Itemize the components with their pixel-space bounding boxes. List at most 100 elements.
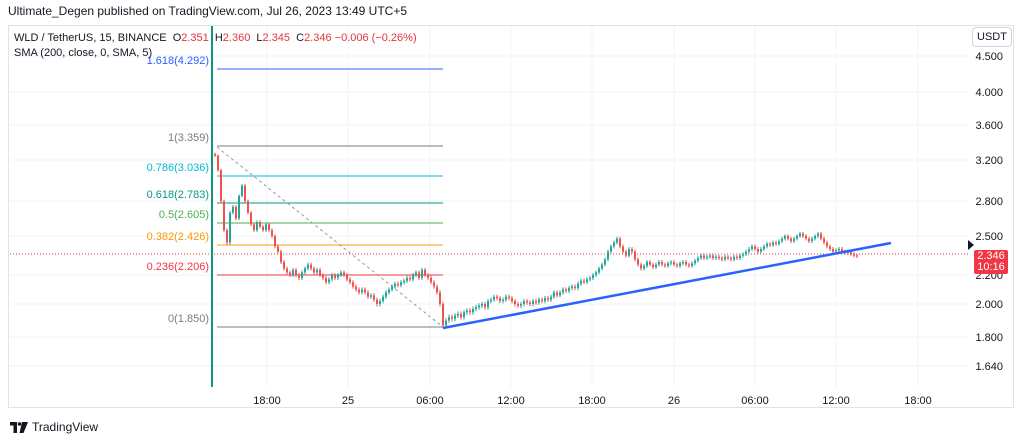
candle-body: [217, 155, 219, 171]
candle-body: [403, 280, 405, 283]
candle-body: [673, 262, 675, 265]
x-axis-tick: 25: [342, 395, 354, 407]
candle-body: [586, 279, 588, 283]
candle-body: [589, 277, 591, 280]
candle-body: [598, 268, 600, 273]
candle-body: [352, 282, 354, 287]
candle-body: [385, 292, 387, 297]
x-axis-tick: 18:00: [253, 395, 281, 407]
candle-body: [256, 222, 258, 231]
candle-body: [772, 242, 774, 246]
candle-body: [220, 170, 222, 201]
x-axis-tick: 18:00: [578, 395, 606, 407]
candle-body: [280, 251, 282, 262]
candle-body: [556, 292, 558, 296]
candle-body: [796, 236, 798, 239]
candle-body: [700, 255, 702, 259]
candle-body: [409, 277, 411, 280]
fib-level-label: 0.236(2.206): [147, 261, 209, 273]
candle-body: [841, 249, 843, 252]
candle-body: [391, 286, 393, 290]
fib-trend-dashed-line: [216, 146, 444, 328]
candle-body: [703, 255, 705, 259]
candle-body: [265, 224, 267, 231]
candle-body: [757, 249, 759, 252]
candle-body: [247, 201, 249, 213]
candle-body: [439, 292, 441, 304]
candle-body: [499, 298, 501, 302]
y-axis-tick: 2.500: [975, 231, 1003, 243]
candle-body: [550, 296, 552, 300]
candle-body: [778, 241, 780, 244]
candle-body: [718, 256, 720, 259]
candle-body: [268, 224, 270, 231]
candle-body: [388, 289, 390, 293]
candle-body: [508, 296, 510, 299]
candle-body: [739, 255, 741, 259]
candle-body: [610, 246, 612, 252]
candle-body: [436, 286, 438, 293]
candle-body: [496, 296, 498, 299]
candle-body: [751, 246, 753, 249]
candle-body: [364, 289, 366, 293]
candle-body: [670, 262, 672, 264]
candle-body: [619, 238, 621, 247]
candle-body: [655, 264, 657, 268]
footer: TradingView: [10, 420, 98, 434]
candle-body: [580, 280, 582, 284]
candle-body: [493, 296, 495, 300]
candle-body: [226, 230, 228, 243]
y-axis-tick: 4.000: [975, 87, 1003, 99]
candle-body: [490, 299, 492, 302]
publisher-header: Ultimate_Degen published on TradingView.…: [8, 4, 408, 18]
candle-body: [811, 238, 813, 242]
fib-level-label: 1(3.359): [168, 132, 209, 144]
candle-body: [448, 317, 450, 321]
candle-body: [355, 286, 357, 290]
candle-body: [805, 236, 807, 239]
candle-body: [688, 264, 690, 266]
candle-body: [310, 264, 312, 269]
chart-pane-border: [8, 25, 1014, 408]
low-label: L: [256, 32, 263, 44]
currency-button[interactable]: USDT: [972, 27, 1012, 47]
sma-indicator-label[interactable]: SMA (200, close, 0, SMA, 5): [14, 47, 153, 59]
candle-body: [799, 233, 801, 236]
candle-body: [727, 256, 729, 259]
candle-body: [568, 288, 570, 291]
x-axis-tick: 12:00: [822, 395, 850, 407]
candle-body: [487, 301, 489, 308]
symbol-label[interactable]: WLD / TetherUS, 15, BINANCE: [14, 32, 167, 44]
candle-body: [337, 275, 339, 278]
candle-body: [595, 272, 597, 275]
y-axis-tick: 3.200: [975, 155, 1003, 167]
ascending-trendline[interactable]: [442, 241, 892, 330]
candle-body: [376, 299, 378, 304]
x-axis-tick: 18:00: [904, 395, 932, 407]
candle-body: [475, 307, 477, 309]
x-axis-tick: 26: [668, 395, 680, 407]
candle-body: [289, 272, 291, 275]
candle-body: [766, 243, 768, 247]
candle-body: [328, 279, 330, 283]
candle-body: [472, 308, 474, 313]
candle-body: [694, 260, 696, 264]
candle-body: [748, 249, 750, 252]
candle-body: [622, 246, 624, 252]
candle-body: [808, 238, 810, 242]
candle-body: [661, 262, 663, 265]
candle-body: [271, 230, 273, 236]
candle-body: [535, 301, 537, 303]
candle-body: [457, 313, 459, 316]
open-label: O: [172, 32, 182, 44]
candle-body: [367, 292, 369, 297]
x-axis-tick: 06:00: [741, 395, 769, 407]
candle-body: [577, 283, 579, 289]
candle-body: [712, 255, 714, 259]
candle-body: [754, 246, 756, 249]
candle-body: [406, 277, 408, 281]
candle-body: [274, 236, 276, 247]
candle-body: [769, 243, 771, 246]
candle-body: [826, 242, 828, 247]
